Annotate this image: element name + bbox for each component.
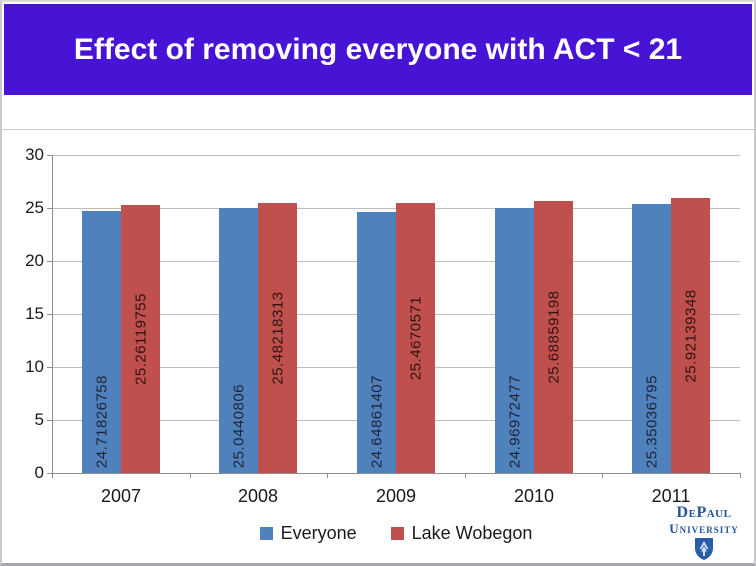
x-axis-tick [602, 473, 603, 478]
x-axis-tick [190, 473, 191, 478]
bar-value-label: 24.96972477 [506, 374, 523, 468]
x-axis-tick [327, 473, 328, 478]
bar-value-label: 25.68859198 [545, 290, 562, 384]
y-axis-tick [47, 261, 52, 262]
bar-everyone-2011: 25.35036795 [632, 204, 671, 473]
x-axis-tick [740, 473, 741, 478]
depaul-logo-line1: DePaul [676, 504, 732, 521]
depaul-logo: DePaul University [653, 504, 755, 566]
y-axis-tick-label: 5 [34, 410, 44, 429]
bar-value-label: 25.35036795 [643, 374, 660, 468]
bar-lake-wobegon-2011: 25.92139348 [671, 198, 710, 473]
x-axis-tick [465, 473, 466, 478]
legend-swatch-icon [259, 526, 273, 540]
y-axis-tick [47, 420, 52, 421]
y-axis-tick-label: 20 [25, 251, 44, 270]
grid-line [52, 155, 740, 156]
title-banner: Effect of removing everyone with ACT < 2… [4, 4, 752, 95]
x-axis-tick-label: 2010 [513, 486, 555, 506]
bar-everyone-2009: 24.64861407 [357, 212, 396, 473]
bar-everyone-2007: 24.71826758 [82, 211, 121, 473]
y-axis-line [52, 155, 53, 478]
legend-item-everyone: Everyone [259, 522, 357, 544]
grid-line [52, 473, 740, 474]
bar-value-label: 25.0440806 [230, 383, 247, 468]
y-axis-tick [47, 208, 52, 209]
legend-swatch-icon [390, 526, 404, 540]
bar-lake-wobegon-2008: 25.48218313 [258, 203, 297, 473]
bar-everyone-2008: 25.0440806 [219, 208, 258, 473]
chart-legend: Everyone Lake Wobegon [52, 520, 740, 546]
header-divider [0, 129, 756, 130]
slide-title: Effect of removing everyone with ACT < 2… [73, 32, 683, 66]
bar-value-label: 25.48218313 [269, 291, 286, 385]
x-axis-tick-label: 2011 [651, 486, 691, 506]
depaul-shield-icon [695, 538, 713, 561]
bar-value-label: 24.71826758 [93, 374, 110, 468]
y-axis-tick-label: 10 [25, 357, 44, 376]
y-axis-tick [47, 473, 52, 474]
legend-label: Lake Wobegon [411, 522, 533, 543]
bar-lake-wobegon-2009: 25.4670571 [396, 203, 435, 473]
y-axis-tick-label: 0 [34, 463, 44, 482]
legend-label: Everyone [280, 522, 357, 543]
bar-everyone-2010: 24.96972477 [495, 208, 534, 473]
bar-value-label: 24.64861407 [368, 374, 385, 468]
legend-item-lake-wobegon: Lake Wobegon [390, 522, 533, 544]
y-axis-tick-label: 30 [25, 145, 44, 164]
x-axis-tick-label: 2007 [100, 486, 142, 506]
bar-value-label: 25.4670571 [407, 295, 424, 381]
bar-value-label: 25.92139348 [682, 288, 699, 383]
x-axis-tick-label: 2008 [237, 486, 279, 506]
y-axis-tick [47, 314, 52, 315]
bar-lake-wobegon-2010: 25.68859198 [534, 201, 573, 473]
x-axis-tick [52, 473, 53, 478]
y-axis-tick [47, 155, 52, 156]
depaul-logo-line2: University [669, 520, 739, 536]
x-axis-tick-label: 2009 [375, 486, 417, 506]
bar-lake-wobegon-2007: 25.26119755 [121, 205, 160, 473]
y-axis-tick [47, 367, 52, 368]
bar-value-label: 25.26119755 [132, 293, 149, 385]
y-axis-tick-label: 25 [25, 198, 44, 217]
y-axis-tick-label: 15 [25, 304, 44, 323]
